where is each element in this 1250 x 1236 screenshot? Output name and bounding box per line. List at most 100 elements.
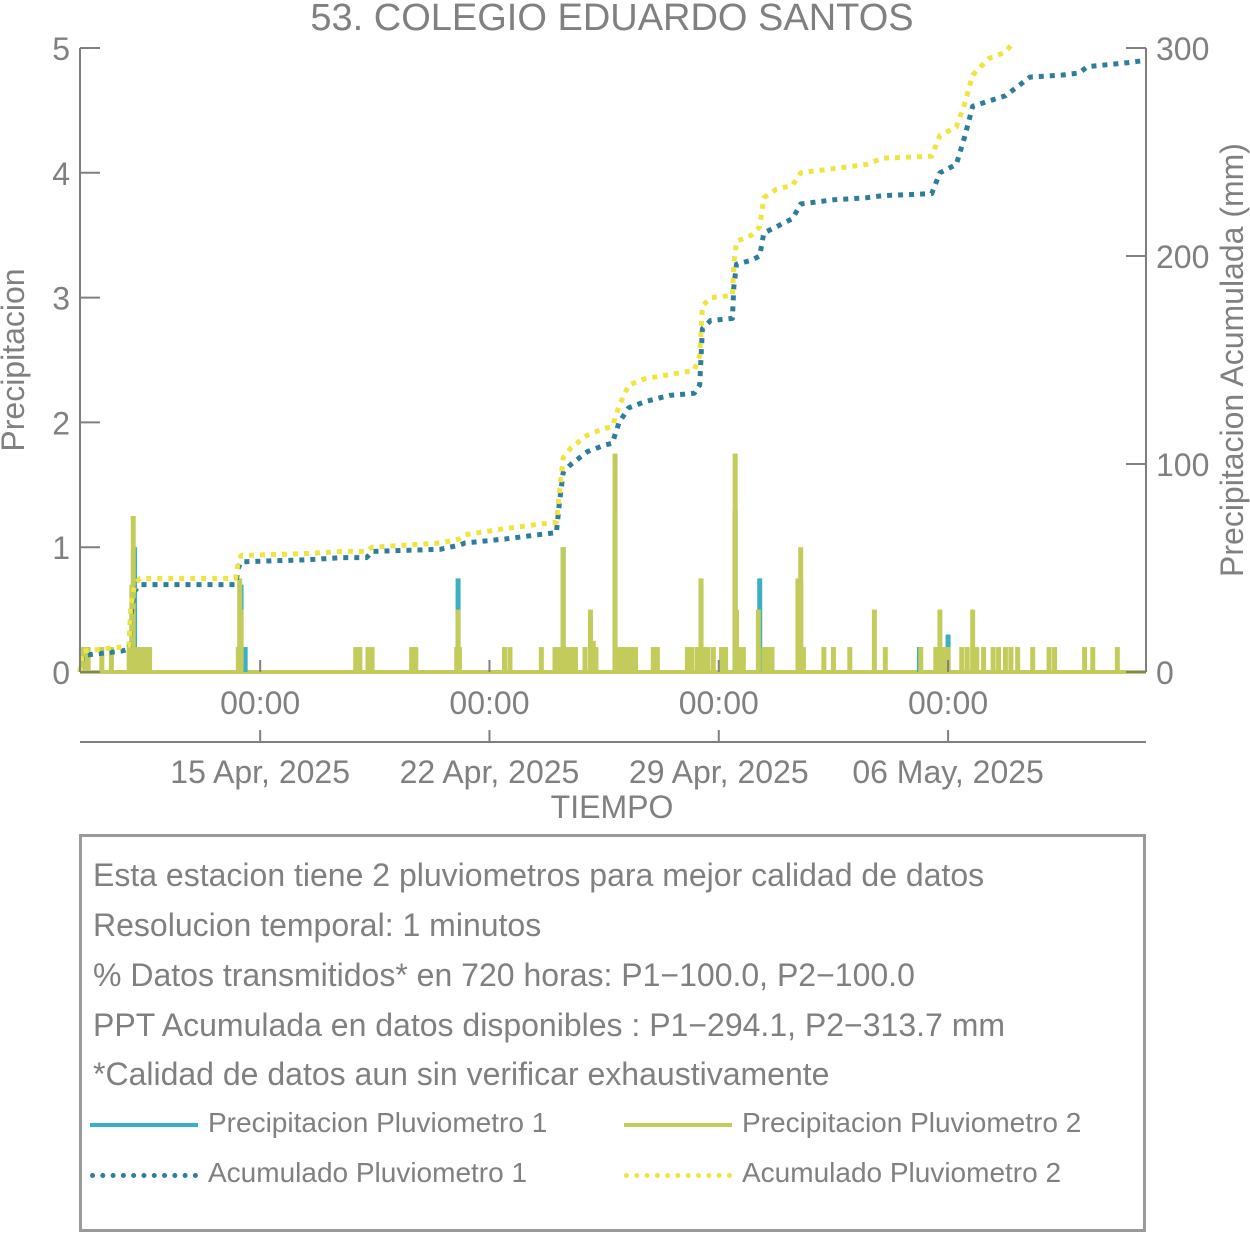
precip-2-bar-14	[238, 609, 244, 672]
x-tick-time-label-0: 00:00	[220, 685, 300, 721]
precip-2-bar-70	[918, 647, 924, 672]
precip-2-bar-28	[556, 647, 562, 672]
x-tick-time-label-2: 00:00	[679, 685, 759, 721]
precip-2-bar-90	[1114, 647, 1120, 672]
x-tick-time-label-3: 00:00	[908, 685, 988, 721]
precip-2-bar-10	[143, 647, 149, 672]
precip-2-bar-88	[1082, 647, 1088, 672]
precip-2-bar-5	[126, 647, 132, 672]
precip-2-bar-57	[740, 647, 746, 672]
precip-2-bar-19	[409, 647, 415, 672]
precip-2-bar-37	[612, 453, 618, 672]
info-line-stations: Esta estacion tiene 2 pluviometros para …	[93, 857, 985, 893]
x-tick-date-label-0: 15 Apr, 2025	[170, 754, 350, 790]
precip-2-bar-54	[732, 453, 738, 672]
legend-swatch-precip-2	[624, 1123, 732, 1127]
precip-2-bar-42	[633, 647, 639, 672]
precip-2-bar-77	[970, 609, 976, 672]
precip-2-bar-73	[941, 647, 947, 672]
legend-label-acum-2: Acumulado Pluviometro 2	[742, 1157, 1062, 1188]
precip-2-bar-87	[1052, 647, 1058, 672]
precip-2-bar-58	[755, 609, 761, 672]
y-left-tick-label-3: 3	[52, 281, 70, 317]
precip-2-bar-31	[568, 647, 574, 672]
precip-2-bar-38	[616, 647, 622, 672]
precip-2-bar-22	[455, 609, 461, 672]
precip-2-bar-29	[560, 547, 566, 672]
x-tick-time-label-1: 00:00	[449, 685, 529, 721]
info-line-quality-note: *Calidad de datos aun sin verificar exha…	[93, 1056, 830, 1092]
legend-item-precip-1: Precipitacion Pluviometro 1	[82, 1107, 602, 1147]
precip-2-bar-69	[882, 647, 888, 672]
y-axis-left-label: Precipitacion	[0, 268, 31, 451]
precip-2-bar-45	[684, 647, 690, 672]
info-panel: Esta estacion tiene 2 pluviometros para …	[79, 834, 1146, 1232]
acumulado-2-line	[77, 40, 1016, 673]
x-axis-label: TIEMPO	[551, 789, 674, 825]
precip-2-bar-41	[628, 647, 634, 672]
chart-title: 53. COLEGIO EDUARDO SANTOS	[310, 0, 913, 39]
precip-2-bar-30	[564, 647, 570, 672]
info-line-resolution: Resolucion temporal: 1 minutos	[93, 907, 542, 943]
precip-2-bar-23	[456, 647, 462, 672]
y-axis-right-label: Precipitacion Acumulada (mm)	[1214, 143, 1250, 577]
precip-2-bar-81	[996, 647, 1002, 672]
precip-2-bar-83	[1008, 647, 1014, 672]
precip-2-bar-61	[769, 647, 775, 672]
precip-2-bar-47	[694, 647, 700, 672]
x-tick-date-label-2: 29 Apr, 2025	[629, 754, 809, 790]
precip-2-bar-85	[1030, 647, 1036, 672]
legend-swatch-acum-2	[624, 1173, 732, 1178]
precip-2-bar-76	[964, 647, 970, 672]
y-right-tick-label-0: 0	[1156, 655, 1174, 691]
precip-2-bar-24	[501, 647, 507, 672]
precip-2-bar-80	[990, 647, 996, 672]
precip-2-bar-26	[538, 647, 544, 672]
precip-2-bar-59	[761, 647, 767, 672]
precip-2-bar-48	[698, 578, 704, 672]
precip-2-bar-64	[800, 647, 806, 672]
precip-2-bar-60	[765, 647, 771, 672]
x-tick-date-label-3: 06 May, 2025	[852, 754, 1044, 790]
precip-2-bar-3	[99, 647, 105, 672]
precip-2-bar-72	[937, 609, 943, 672]
y-left-tick-label-0: 0	[52, 655, 70, 691]
precip-2-bar-32	[572, 647, 578, 672]
precip-2-bar-50	[705, 647, 711, 672]
y-left-tick-label-5: 5	[52, 31, 70, 67]
legend-label-precip-2: Precipitacion Pluviometro 2	[742, 1107, 1082, 1138]
precip-2-bar-8	[134, 647, 140, 672]
precip-2-bar-89	[1090, 647, 1096, 672]
precip-2-bar-63	[798, 547, 804, 672]
y-left-tick-label-4: 4	[52, 156, 70, 192]
x-tick-date-label-1: 22 Apr, 2025	[400, 754, 580, 790]
precip-2-bar-67	[847, 647, 853, 672]
precip-2-bar-25	[507, 647, 513, 672]
precip-2-bar-49	[701, 647, 707, 672]
precip-2-bar-4	[108, 647, 114, 672]
precip-2-bar-71	[933, 647, 939, 672]
precip-2-bar-34	[587, 609, 593, 672]
precip-2-bar-16	[357, 647, 363, 672]
legend-item-acum-1: Acumulado Pluviometro 1	[82, 1157, 602, 1197]
precip-2-bar-52	[719, 647, 725, 672]
legend-item-acum-2: Acumulado Pluviometro 2	[616, 1157, 1136, 1197]
precip-2-bar-44	[654, 647, 660, 672]
precip-2-bar-55	[734, 609, 740, 672]
precip-2-bar-15	[353, 647, 359, 672]
legend-label-precip-1: Precipitacion Pluviometro 1	[208, 1107, 548, 1138]
precip-2-bar-2	[85, 647, 91, 672]
precip-2-bar-9	[138, 647, 144, 672]
y-left-tick-label-2: 2	[52, 405, 70, 441]
info-line-accumulated: PPT Acumulada en datos disponibles : P1−…	[93, 1007, 1005, 1043]
precip-2-bar-36	[593, 647, 599, 672]
y-right-tick-label-2: 200	[1156, 239, 1209, 275]
precip-2-bar-74	[945, 647, 951, 672]
precip-2-bar-43	[650, 647, 656, 672]
precip-2-bar-62	[795, 578, 801, 672]
precip-2-bar-79	[981, 647, 987, 672]
precip-2-bar-53	[723, 647, 729, 672]
precip-2-bar-11	[147, 647, 153, 672]
precip-2-bar-20	[413, 647, 419, 672]
precip-2-bar-75	[959, 647, 965, 672]
